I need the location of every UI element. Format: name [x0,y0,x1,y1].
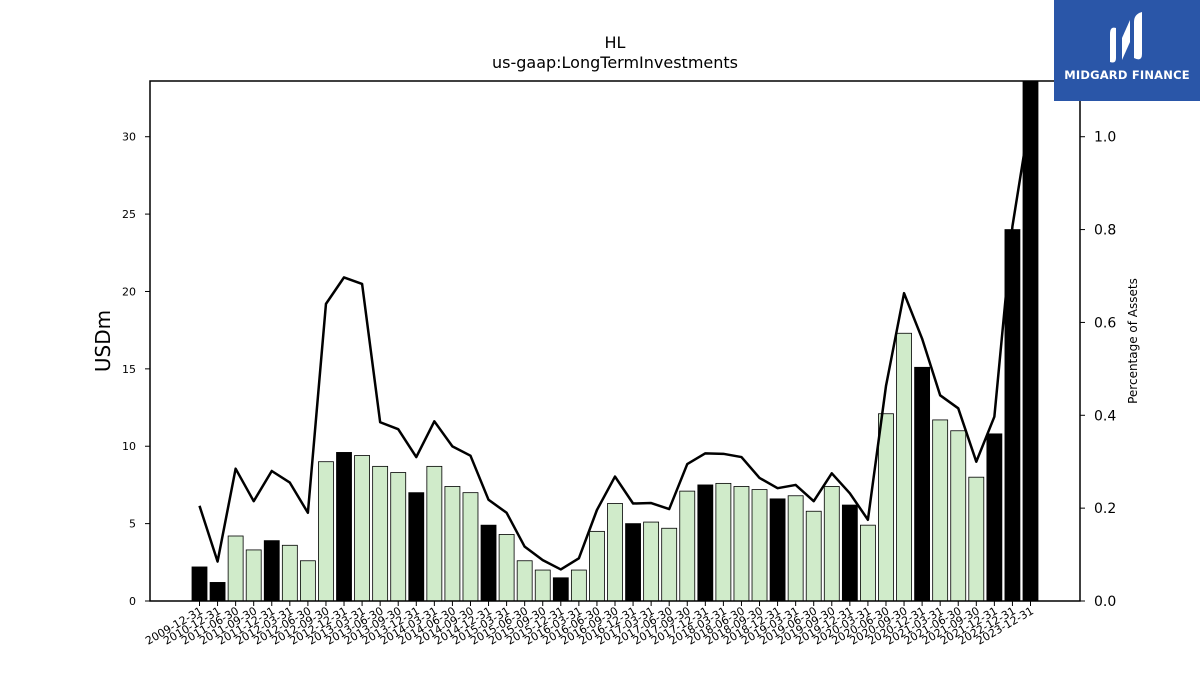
y2-tick-label: 1.0 [1094,130,1116,146]
y-axis-label: USDm [91,310,115,372]
bar-2020-06-30 [878,413,894,602]
bar-2016-03-31 [570,569,587,602]
bar-2015-09-30 [534,569,551,602]
y-tick-label: 5 [129,518,136,531]
chart-title: HL [605,33,626,52]
bar-2019-03-31 [787,495,804,602]
bar-2013-03-31 [354,455,370,602]
logo-mark-icon [1110,12,1142,63]
bar-2020-12-31 [914,366,931,602]
line-group [198,113,1032,571]
bar-2019-09-30 [823,486,840,602]
bar-2020-03-31 [860,524,876,602]
bar-2015-12-31 [552,577,569,602]
bar-2021-03-31 [932,419,949,602]
bar-2020-09-30 [896,332,912,602]
bar-2011-12-31 [263,540,280,602]
y-tick-label: 25 [122,208,136,221]
bar-2017-09-30 [679,490,696,602]
bar-2013-09-30 [390,472,407,602]
y2-tick-label: 0.4 [1094,408,1116,424]
bar-2017-12-31 [697,484,714,602]
pct-assets-line [198,113,1032,571]
y2-tick-label: 0.0 [1094,594,1116,610]
bar-2023-12-31 [1022,80,1039,602]
bar-2014-06-30 [444,486,461,602]
bar-2013-06-30 [372,465,389,602]
y2-tick-label: 0.8 [1094,223,1116,239]
bar-2014-12-31 [480,524,497,602]
plot-frame [149,80,1081,602]
bar-2014-03-31 [426,465,443,602]
y-tick-label: 20 [122,285,136,298]
bar-2018-12-31 [769,498,786,602]
bar-2016-12-31 [625,523,641,602]
bar-2015-06-30 [516,560,533,602]
bar-2017-03-31 [643,521,660,602]
bar-2016-06-30 [589,530,605,602]
bar-2021-09-30 [968,476,985,602]
y-tick-label: 10 [122,440,136,453]
y2-axis: 0.0 0.2 0.4 0.6 0.8 1.0 [1080,130,1116,610]
bar-2012-12-31 [336,452,352,602]
bar-2018-06-30 [733,486,750,602]
bar-2011-06-30 [227,535,244,602]
bar-2021-12-31 [986,433,1003,602]
y-tick-label: 0 [129,595,136,608]
bar-2018-03-31 [715,482,732,602]
y-tick-label: 30 [122,131,136,144]
y2-tick-label: 0.2 [1094,501,1116,517]
y-tick-label: 15 [122,363,136,376]
y-axis: 0 5 10 15 20 25 30 [122,131,150,608]
bar-2016-09-30 [607,503,623,602]
x-axis: 2009-12-312010-12-312011-06-302011-09-30… [143,601,1036,648]
bar-2017-06-30 [661,527,678,602]
bar-2010-12-31 [209,582,226,602]
bar-2018-09-30 [751,489,768,602]
bar-2019-06-30 [805,510,822,602]
y2-tick-label: 0.6 [1094,315,1116,331]
bar-2019-12-31 [841,504,858,602]
logo-text: MIDGARD FINANCE [1064,68,1190,82]
bar-2012-03-31 [281,544,298,602]
bar-2014-09-30 [462,492,479,602]
logo: MIDGARD FINANCE [1054,0,1200,101]
chart-subtitle: us-gaap:LongTermInvestments [492,53,738,72]
bar-2012-09-30 [318,461,334,602]
bar-2013-12-31 [408,492,425,602]
y2-axis-label: Percentage of Assets [1126,278,1140,404]
bar-2021-06-30 [950,430,967,602]
bar-2011-09-30 [245,549,262,602]
bar-2009-12-31 [191,566,208,602]
bar-2012-06-30 [299,560,316,602]
bars-group [191,80,1039,602]
bar-2015-03-31 [498,534,515,602]
